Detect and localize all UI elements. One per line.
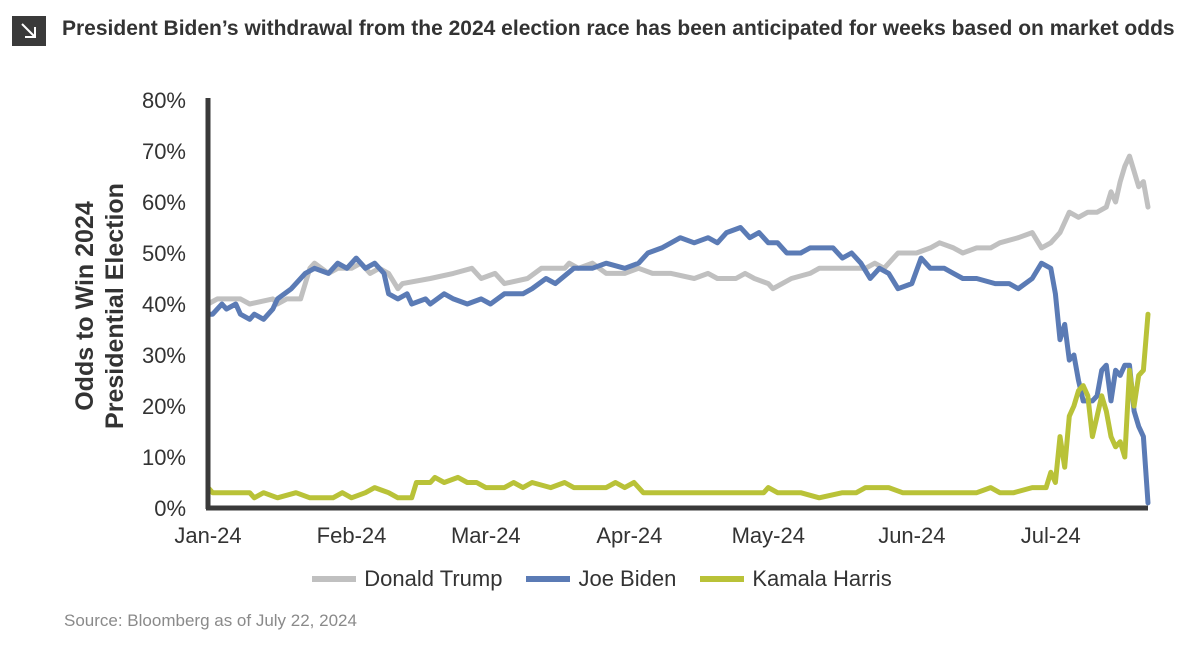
source-note: Source: Bloomberg as of July 22, 2024	[64, 611, 357, 630]
legend-item-harris: Kamala Harris	[700, 566, 892, 592]
y-tick-label: 10%	[142, 445, 186, 470]
arrow-down-right-icon	[12, 16, 46, 46]
legend-item-trump: Donald Trump	[312, 566, 502, 592]
series-line-kamala-harris	[205, 311, 1151, 501]
x-tick-label: Mar-24	[451, 523, 521, 548]
page-title: President Biden’s withdrawal from the 20…	[62, 17, 1175, 40]
legend-swatch-trump	[312, 576, 357, 582]
x-tick-label: Apr-24	[596, 523, 662, 548]
series-lines	[205, 153, 1151, 506]
x-axis-tick-labels: Jan-24 Feb-24 Mar-24 Apr-24 May-24 Jun-24 Jul-…	[174, 523, 1080, 548]
y-axis-label-line-2: Presidential Election	[101, 183, 129, 429]
y-tick-label: 60%	[142, 190, 186, 215]
legend-label-biden: Joe Biden	[578, 566, 677, 591]
x-tick-label: Feb-24	[317, 523, 387, 548]
legend-label-trump: Donald Trump	[364, 566, 503, 591]
y-axis-label-line-1: Odds to Win 2024	[71, 201, 99, 411]
y-tick-label: 40%	[142, 292, 186, 317]
x-tick-label: May-24	[732, 523, 805, 548]
y-tick-label: 50%	[142, 241, 186, 266]
axes	[205, 98, 1148, 511]
y-tick-label: 80%	[142, 88, 186, 113]
y-tick-label: 70%	[142, 139, 186, 164]
chart-header: President Biden’s withdrawal from the 20…	[12, 14, 1188, 46]
legend-label-harris: Kamala Harris	[752, 566, 892, 591]
y-tick-label: 30%	[142, 343, 186, 368]
x-tick-label: Jan-24	[174, 523, 241, 548]
legend-item-biden: Joe Biden	[526, 566, 676, 592]
x-tick-label: Jun-24	[878, 523, 945, 548]
y-axis-tick-labels: 0% 10% 20% 30% 40% 50% 60% 70% 80%	[142, 88, 186, 521]
legend-swatch-harris	[700, 576, 745, 582]
y-tick-label: 0%	[154, 496, 186, 521]
x-tick-label: Jul-24	[1021, 523, 1081, 548]
legend: Donald Trump Joe Biden Kamala Harris	[0, 566, 1200, 592]
series-line-joe-biden	[205, 225, 1151, 506]
legend-swatch-biden	[526, 576, 571, 582]
y-tick-label: 20%	[142, 394, 186, 419]
